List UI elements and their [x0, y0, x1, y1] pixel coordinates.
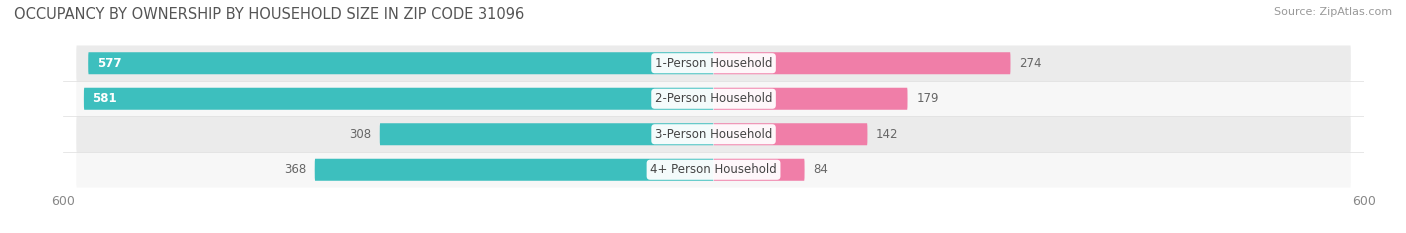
FancyBboxPatch shape — [76, 45, 1351, 81]
Text: 4+ Person Household: 4+ Person Household — [650, 163, 778, 176]
FancyBboxPatch shape — [713, 159, 804, 181]
Text: 581: 581 — [93, 92, 117, 105]
Text: 3-Person Household: 3-Person Household — [655, 128, 772, 141]
FancyBboxPatch shape — [76, 116, 1351, 152]
Text: 84: 84 — [813, 163, 828, 176]
Text: 274: 274 — [1019, 57, 1042, 70]
FancyBboxPatch shape — [76, 152, 1351, 188]
FancyBboxPatch shape — [89, 52, 713, 74]
Text: OCCUPANCY BY OWNERSHIP BY HOUSEHOLD SIZE IN ZIP CODE 31096: OCCUPANCY BY OWNERSHIP BY HOUSEHOLD SIZE… — [14, 7, 524, 22]
FancyBboxPatch shape — [713, 52, 1011, 74]
Text: 2-Person Household: 2-Person Household — [655, 92, 772, 105]
Text: 142: 142 — [876, 128, 898, 141]
FancyBboxPatch shape — [380, 123, 713, 145]
FancyBboxPatch shape — [315, 159, 713, 181]
Text: 179: 179 — [917, 92, 939, 105]
Text: Source: ZipAtlas.com: Source: ZipAtlas.com — [1274, 7, 1392, 17]
Text: 1-Person Household: 1-Person Household — [655, 57, 772, 70]
FancyBboxPatch shape — [84, 88, 713, 110]
FancyBboxPatch shape — [713, 88, 907, 110]
Text: 308: 308 — [349, 128, 371, 141]
Text: 368: 368 — [284, 163, 307, 176]
FancyBboxPatch shape — [76, 81, 1351, 116]
Text: 577: 577 — [97, 57, 121, 70]
FancyBboxPatch shape — [713, 123, 868, 145]
